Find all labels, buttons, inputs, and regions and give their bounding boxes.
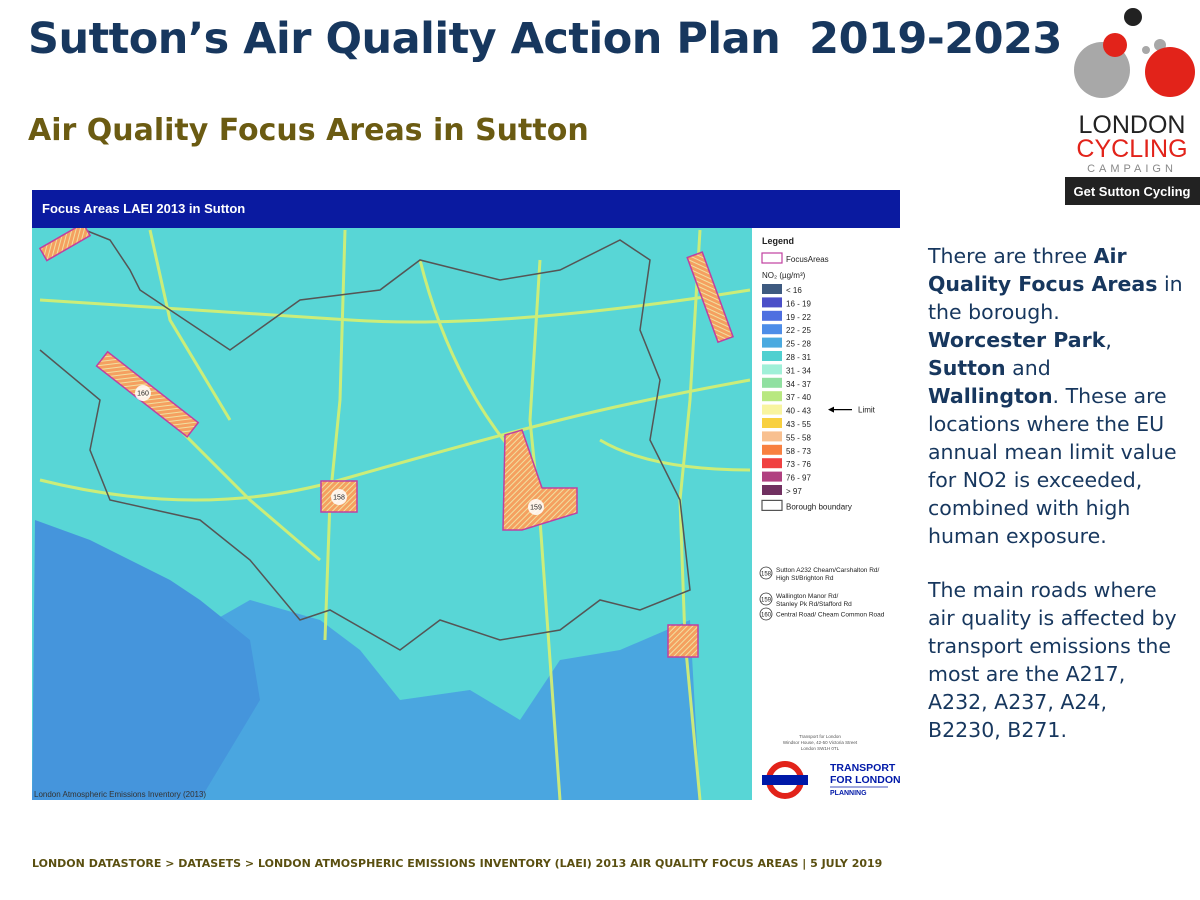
map-focus-label: 158 <box>333 495 345 502</box>
legend-label: 37 - 40 <box>786 393 811 402</box>
legend-label: 58 - 73 <box>786 447 811 456</box>
focus-number: 158 <box>761 572 772 578</box>
tfl-address: London SW1H 0TL <box>801 746 840 751</box>
legend-swatch <box>762 337 782 348</box>
tfl-name: TRANSPORT <box>830 762 896 774</box>
slide-title: Sutton’s Air Quality Action Plan 2019-20… <box>28 14 1062 64</box>
focus-badge <box>759 566 773 580</box>
map-focus-label: 160 <box>137 391 149 398</box>
legend-swatch <box>761 499 783 511</box>
legend-label: 43 - 55 <box>786 420 811 429</box>
legend-swatch <box>762 431 782 442</box>
focus-number: 159 <box>761 598 772 604</box>
text: in the borough. <box>928 272 1183 324</box>
legend-swatch <box>762 284 782 294</box>
legend-label: 76 - 97 <box>786 474 811 483</box>
limit-label: Limit <box>858 406 876 415</box>
bold-text: Air Quality Focus Areas <box>928 244 1158 296</box>
legend-swatch <box>762 404 782 415</box>
legend-label: 19 - 22 <box>786 313 811 322</box>
bold-text: Sutton <box>928 356 1006 380</box>
focus-badge <box>135 385 151 401</box>
legend-swatch <box>762 485 782 495</box>
legend-swatch <box>762 310 782 321</box>
legend-swatch <box>762 377 782 388</box>
text: . These are locations where the EU annua… <box>928 384 1177 548</box>
logo-badge: Get Sutton Cycling <box>1074 184 1191 199</box>
legend-swatch <box>762 458 782 469</box>
focus-badge <box>331 489 347 505</box>
legend-label: 34 - 37 <box>786 380 811 389</box>
focus-number: 160 <box>761 613 772 619</box>
map-focus-label: 159 <box>530 505 542 512</box>
legend-label: NO₂ (µg/m³) <box>762 271 806 280</box>
focus-text: Wallington Manor Rd/Stanley Pk Rd/Staffo… <box>776 593 852 608</box>
footer: LONDON DATASTORE > DATASETS > LONDON ATM… <box>32 857 883 870</box>
tfl-division: PLANNING <box>830 790 867 797</box>
map-image <box>32 228 752 800</box>
focus-badge <box>759 592 773 606</box>
logo-text: LONDON <box>1079 111 1186 139</box>
paragraph: There are three Air Quality Focus Areas … <box>928 242 1183 550</box>
legend-label: 22 - 25 <box>786 326 811 335</box>
legend-label: 25 - 28 <box>786 340 811 349</box>
legend-label: 28 - 31 <box>786 353 811 362</box>
map-panel: Focus Areas LAEI 2013 in Sutton <box>32 190 901 800</box>
text: and <box>1005 356 1051 380</box>
legend-label: 55 - 58 <box>786 433 811 442</box>
focus-badge <box>528 499 544 515</box>
text: The main roads where air quality is affe… <box>928 578 1177 742</box>
legend-swatch <box>762 444 782 455</box>
legend-label: Borough boundary <box>786 502 852 511</box>
legend-label: FocusAreas <box>786 255 829 264</box>
logo-text: CYCLING <box>1076 135 1187 163</box>
legend-label: 31 - 34 <box>786 366 811 375</box>
focus-text: Sutton A232 Cheam/Carshalton Rd/High St/… <box>776 567 880 582</box>
tfl-name: FOR LONDON <box>830 774 901 786</box>
tfl-address: Windsor House, 42-50 Victoria Street <box>783 740 858 745</box>
slide-subtitle: Air Quality Focus Areas in Sutton <box>28 113 589 148</box>
logo-text: CAMPAIGN <box>1087 163 1177 175</box>
bold-text: Wallington <box>928 384 1053 408</box>
focus-text: Central Road/ Cheam Common Road <box>776 612 885 619</box>
legend-swatch <box>762 351 782 361</box>
legend-swatch <box>762 364 782 375</box>
legend-title: Legend <box>762 236 794 246</box>
legend-swatch <box>762 297 782 308</box>
map-header: Focus Areas LAEI 2013 in Sutton <box>42 201 245 216</box>
legend-swatch <box>762 471 782 482</box>
limit-arrowhead <box>828 406 834 413</box>
legend-label: < 16 <box>786 286 802 295</box>
lcc-logo: LONDON CYCLING CAMPAIGN Get Sutton Cycli… <box>1065 8 1200 205</box>
legend-swatch <box>762 391 782 402</box>
paragraph: The main roads where air quality is affe… <box>928 576 1183 744</box>
body-text: There are three Air Quality Focus Areas … <box>928 242 1183 770</box>
legend-label: 40 - 43 <box>786 407 811 416</box>
text: There are three <box>928 244 1094 268</box>
legend-swatch <box>762 324 782 335</box>
bold-text: Worcester Park <box>928 328 1106 352</box>
legend-label: 16 - 19 <box>786 299 811 308</box>
focus-badge <box>759 607 773 621</box>
tfl-address: Transport for London <box>799 734 841 739</box>
text: , <box>1105 328 1112 352</box>
legend-swatch <box>761 252 783 264</box>
map-source: London Atmospheric Emissions Inventory (… <box>34 790 206 799</box>
legend-label: > 97 <box>786 487 802 496</box>
legend-label: 73 - 76 <box>786 460 811 469</box>
legend-swatch <box>762 418 782 428</box>
